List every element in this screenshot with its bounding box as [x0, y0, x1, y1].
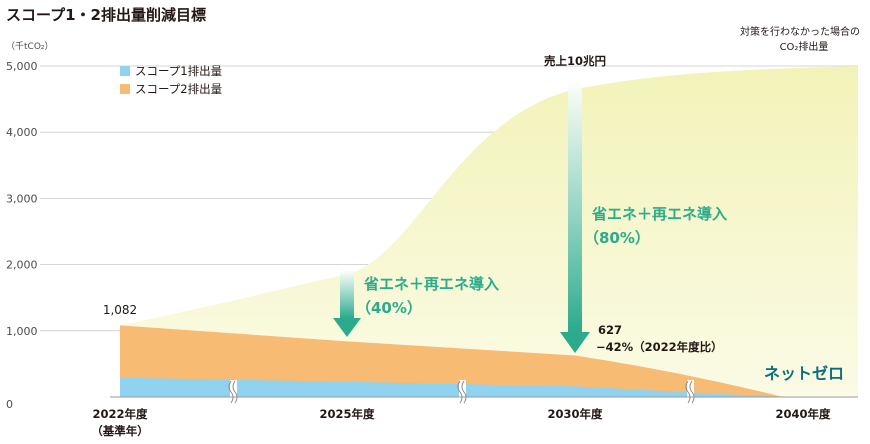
x-tick-label: 2025年度 [319, 407, 375, 421]
value-2030-note: −42%（2022年度比） [596, 340, 723, 354]
scope1-area [120, 377, 783, 397]
y-tick-label: 5,000 [6, 60, 38, 73]
arrow1-label-line2: （40%） [356, 299, 422, 317]
y-tick-labels: 5,000 4,000 3,000 2,000 1,000 0 [6, 60, 38, 411]
y-tick-label: 1,000 [6, 325, 38, 338]
y-tick-label: 4,000 [6, 126, 38, 139]
value-2030-label: 627 [598, 323, 622, 337]
net-zero-label: ネットゼロ [764, 364, 844, 383]
legend-label-scope2: スコープ2排出量 [135, 82, 222, 96]
reduction-arrow-2030 [560, 80, 590, 353]
arrow2-label-line1: 省エネ＋再エネ導入 [591, 205, 727, 223]
axis-break-mark [228, 380, 238, 404]
x-tick-labels: 2022年度 （基準年） 2025年度 2030年度 2040年度 [91, 407, 831, 438]
legend-swatch-scope1 [120, 66, 130, 76]
scope2-area [120, 325, 783, 397]
axis-break-marks [228, 380, 695, 404]
bau-label-line1: 対策を行わなかった場合の [740, 25, 860, 38]
x-tick-label: 2022年度 [92, 407, 148, 421]
y-tick-label: 0 [6, 398, 13, 411]
bau-emissions-area [120, 66, 858, 397]
legend-swatch-scope2 [120, 84, 130, 94]
axis-break-mark [685, 380, 695, 404]
sales-label: 売上10兆円 [544, 54, 606, 68]
start-value-label: 1,082 [103, 303, 137, 317]
x-tick-label: 2030年度 [547, 407, 603, 421]
arrow2-label-line2: （80%） [584, 229, 650, 247]
x-tick-label: 2040年度 [775, 407, 831, 421]
reduction-arrow-2025 [333, 270, 361, 337]
y-tick-label: 3,000 [6, 192, 38, 205]
y-unit-label: （千tCO₂） [6, 41, 54, 52]
x-tick-sublabel: （基準年） [91, 424, 149, 438]
chart-title: スコープ1・2排出量削減目標 [6, 6, 206, 24]
bau-label-line2: CO₂排出量 [780, 40, 829, 53]
y-tick-label: 2,000 [6, 259, 38, 272]
arrow1-label-line1: 省エネ＋再エネ導入 [363, 275, 499, 293]
axis-break-mark [457, 380, 467, 404]
legend-label-scope1: スコープ1排出量 [135, 64, 222, 78]
